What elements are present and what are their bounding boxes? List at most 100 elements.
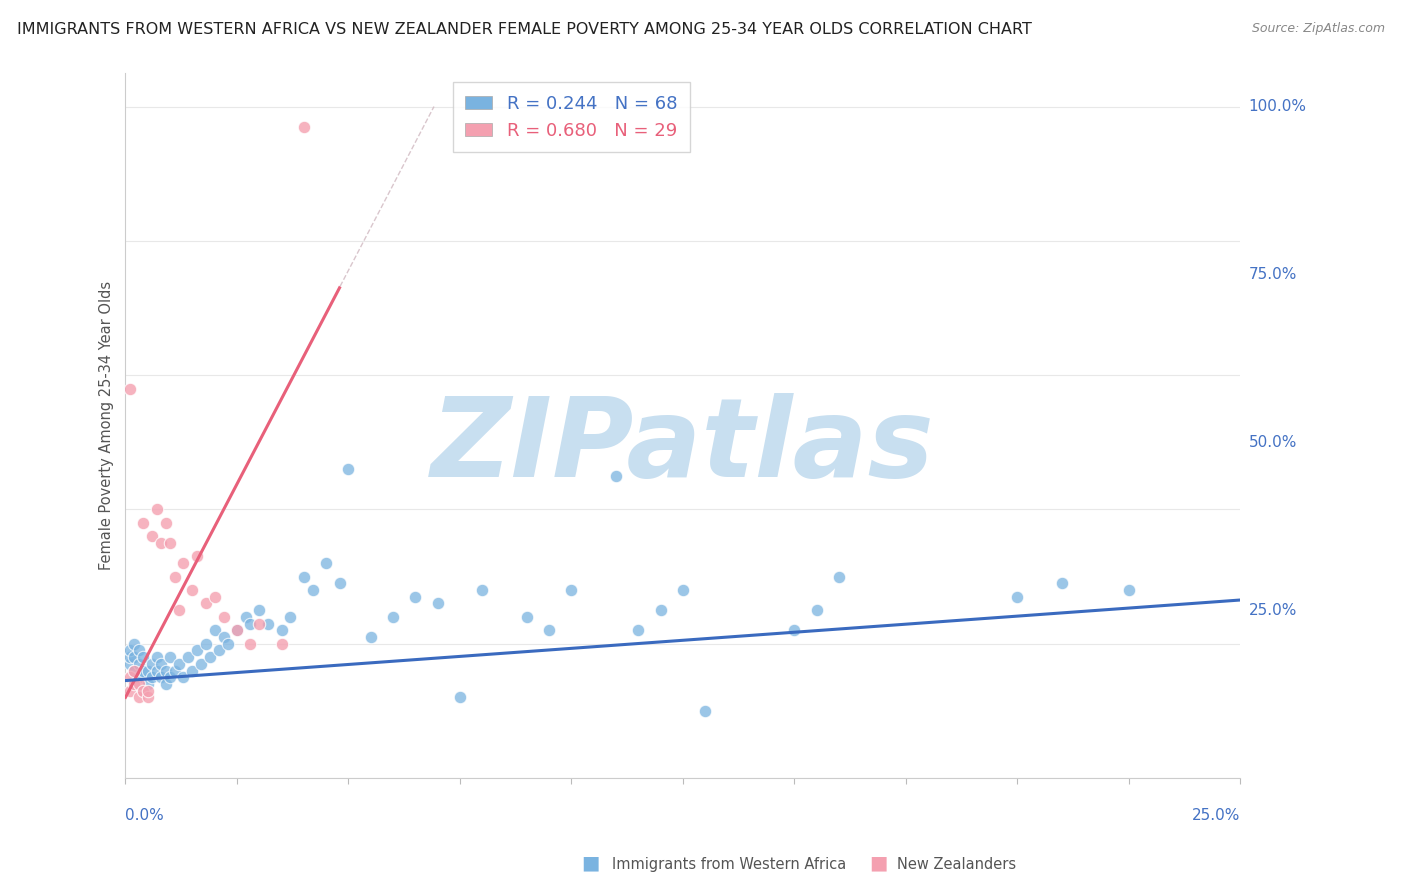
Point <box>141 529 163 543</box>
Point <box>150 657 173 671</box>
Point <box>132 516 155 530</box>
Point <box>177 650 200 665</box>
Point <box>315 556 337 570</box>
Text: 25.0%: 25.0% <box>1249 603 1296 617</box>
Text: 100.0%: 100.0% <box>1249 99 1306 114</box>
Point <box>167 603 190 617</box>
Point <box>301 582 323 597</box>
Point <box>226 624 249 638</box>
Point <box>118 683 141 698</box>
Point <box>270 624 292 638</box>
Text: 50.0%: 50.0% <box>1249 434 1296 450</box>
Point <box>208 643 231 657</box>
Point <box>118 650 141 665</box>
Point <box>145 650 167 665</box>
Point <box>247 616 270 631</box>
Point <box>181 664 204 678</box>
Point <box>235 609 257 624</box>
Point <box>155 664 177 678</box>
Point <box>124 664 146 678</box>
Point <box>118 657 141 671</box>
Point <box>145 664 167 678</box>
Point <box>167 657 190 671</box>
Point <box>136 664 159 678</box>
Point <box>627 624 650 638</box>
Point <box>141 657 163 671</box>
Point <box>128 657 150 671</box>
Text: ■: ■ <box>869 854 889 872</box>
Point <box>159 650 181 665</box>
Point <box>118 643 141 657</box>
Point <box>136 677 159 691</box>
Point <box>132 650 155 665</box>
Point <box>190 657 212 671</box>
Legend: R = 0.244   N = 68, R = 0.680   N = 29: R = 0.244 N = 68, R = 0.680 N = 29 <box>453 82 690 153</box>
Point <box>212 630 235 644</box>
Point <box>226 624 249 638</box>
Point <box>128 677 150 691</box>
Text: New Zealanders: New Zealanders <box>897 857 1017 872</box>
Point <box>128 670 150 684</box>
Point <box>280 609 302 624</box>
Point <box>172 556 194 570</box>
Point <box>194 596 217 610</box>
Point <box>132 664 155 678</box>
Point <box>118 382 141 396</box>
Point <box>159 670 181 684</box>
Point <box>128 690 150 705</box>
Text: 0.0%: 0.0% <box>125 808 165 823</box>
Point <box>159 536 181 550</box>
Point <box>1050 576 1073 591</box>
Point <box>516 609 538 624</box>
Text: Source: ZipAtlas.com: Source: ZipAtlas.com <box>1251 22 1385 36</box>
Point <box>292 120 315 134</box>
Point <box>337 462 360 476</box>
Point <box>217 637 239 651</box>
Point <box>672 582 695 597</box>
Point <box>128 643 150 657</box>
Point <box>538 624 561 638</box>
Point <box>186 549 208 564</box>
Point <box>204 590 226 604</box>
Point <box>163 569 186 583</box>
Text: ■: ■ <box>581 854 600 872</box>
Text: Immigrants from Western Africa: Immigrants from Western Africa <box>612 857 846 872</box>
Point <box>828 569 851 583</box>
Text: 25.0%: 25.0% <box>1192 808 1240 823</box>
Text: ZIPatlas: ZIPatlas <box>432 393 935 500</box>
Text: 75.0%: 75.0% <box>1249 267 1296 282</box>
Point <box>1007 590 1029 604</box>
Point <box>136 683 159 698</box>
Point <box>194 637 217 651</box>
Point <box>426 596 449 610</box>
Point <box>695 704 717 718</box>
Point <box>257 616 280 631</box>
Point <box>150 670 173 684</box>
Point <box>292 569 315 583</box>
Point <box>212 609 235 624</box>
Point <box>471 582 494 597</box>
Point <box>124 650 146 665</box>
Point <box>382 609 405 624</box>
Point <box>150 536 173 550</box>
Point <box>560 582 582 597</box>
Point <box>136 690 159 705</box>
Point <box>239 616 262 631</box>
Point <box>132 683 155 698</box>
Point <box>650 603 672 617</box>
Point <box>141 670 163 684</box>
Point <box>163 664 186 678</box>
Point <box>449 690 471 705</box>
Point <box>247 603 270 617</box>
Text: IMMIGRANTS FROM WESTERN AFRICA VS NEW ZEALANDER FEMALE POVERTY AMONG 25-34 YEAR : IMMIGRANTS FROM WESTERN AFRICA VS NEW ZE… <box>17 22 1032 37</box>
Point <box>181 582 204 597</box>
Point <box>172 670 194 684</box>
Point <box>404 590 426 604</box>
Point <box>124 664 146 678</box>
Point <box>605 468 627 483</box>
Point <box>239 637 262 651</box>
Point <box>204 624 226 638</box>
Point <box>783 624 806 638</box>
Point <box>155 677 177 691</box>
Point <box>806 603 828 617</box>
